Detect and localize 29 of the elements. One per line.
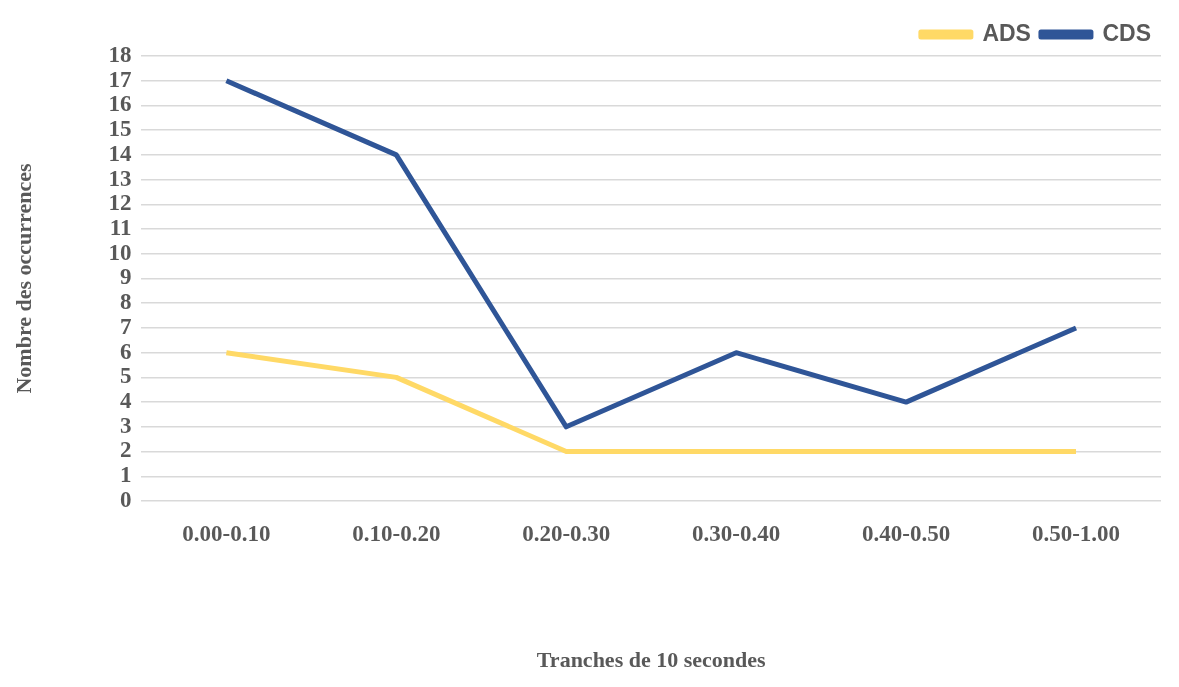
x-tick-label: 0.10-0.20 [352, 520, 441, 546]
y-tick-label: 15 [108, 116, 132, 142]
x-tick-label: 0.40-0.50 [862, 520, 951, 546]
y-tick-label: 10 [108, 239, 132, 265]
y-tick-label: 2 [119, 437, 132, 463]
x-tick-label: 0.00-0.10 [182, 520, 271, 546]
y-tick-label: 14 [108, 140, 132, 166]
y-tick-label: 4 [119, 388, 132, 414]
x-tick-label: 0.30-0.40 [692, 520, 781, 546]
y-tick-label: 13 [108, 165, 132, 191]
y-tick-label: 1 [119, 462, 132, 488]
x-axis-title: Tranches de 10 secondes [536, 647, 767, 673]
y-tick-label: 12 [108, 190, 132, 216]
y-tick-label: 3 [119, 412, 132, 438]
y-tick-label: 5 [119, 363, 132, 389]
y-tick-label: 7 [119, 313, 132, 339]
y-tick-label: 6 [119, 338, 132, 364]
legend-label: CDS [1102, 19, 1151, 46]
x-tick-label: 0.20-0.30 [522, 520, 611, 546]
y-tick-label: 17 [108, 66, 132, 92]
y-tick-label: 11 [109, 214, 132, 240]
x-tick-label: 0.50-1.00 [1031, 520, 1121, 546]
y-tick-label: 0 [119, 486, 132, 512]
y-tick-label: 16 [108, 91, 132, 117]
y-tick-label: 18 [108, 41, 132, 67]
y-tick-label: 8 [119, 289, 132, 315]
y-axis-title: Nombre des occurrences [10, 163, 36, 394]
legend-label: ADS [982, 19, 1031, 46]
y-tick-label: 9 [119, 264, 132, 290]
